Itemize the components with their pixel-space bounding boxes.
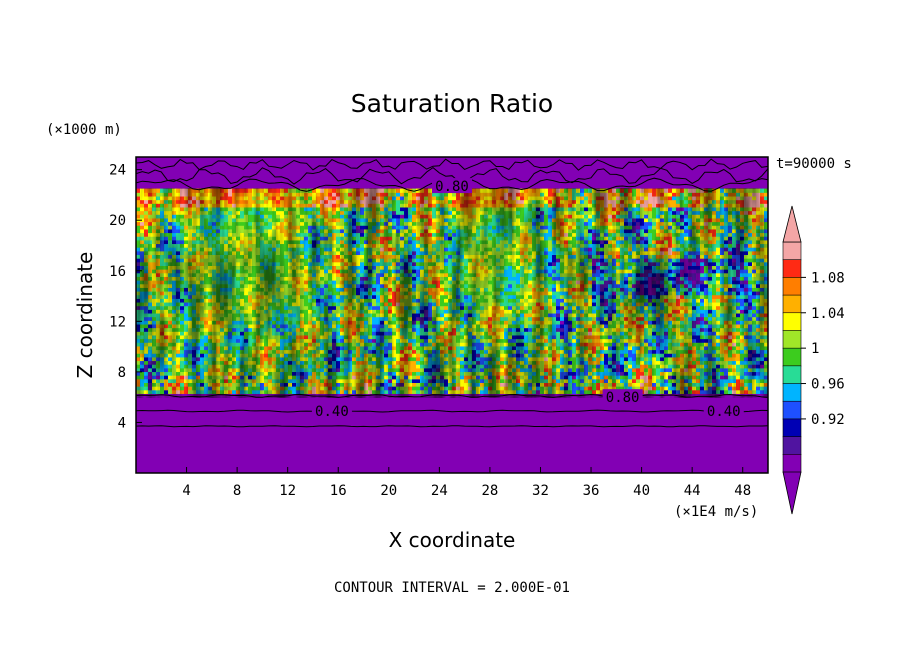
- chart-title: Saturation Ratio: [351, 89, 553, 118]
- y-unit-label: (×1000 m): [46, 122, 122, 138]
- plot-area: [136, 157, 768, 473]
- time-label: t=90000 s: [776, 156, 852, 172]
